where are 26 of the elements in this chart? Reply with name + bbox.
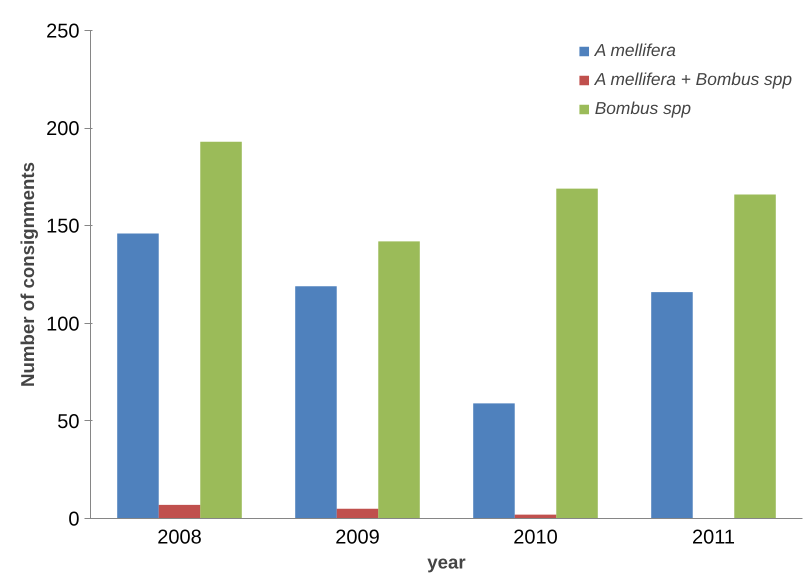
bar (734, 194, 776, 518)
x-tick-label: 2008 (157, 526, 202, 548)
y-tick-label: 150 (46, 216, 80, 238)
bar (473, 403, 515, 518)
y-tick-label: 200 (46, 118, 80, 140)
y-tick-label: 0 (68, 508, 80, 530)
bar (556, 188, 598, 518)
x-axis-title: year (427, 552, 466, 572)
bar (158, 504, 200, 518)
x-tick-label: 2011 (692, 526, 736, 548)
bar (117, 234, 159, 518)
legend-label: A mellifera + Bombus spp (594, 69, 792, 90)
bar (514, 514, 556, 518)
bar (200, 142, 242, 518)
x-tick-label: 2010 (513, 526, 558, 548)
bar (378, 241, 420, 518)
bar (651, 292, 693, 518)
y-tick-label: 50 (57, 410, 80, 433)
x-tick-label: 2009 (335, 526, 380, 548)
bar (295, 286, 337, 518)
legend-label: Bombus spp (594, 98, 692, 119)
legend-label: A mellifera (594, 40, 676, 61)
bar (336, 508, 378, 518)
y-tick-label: 100 (46, 313, 80, 336)
y-tick-label: 250 (46, 20, 80, 42)
y-axis-title: Number of consignments (17, 162, 38, 387)
